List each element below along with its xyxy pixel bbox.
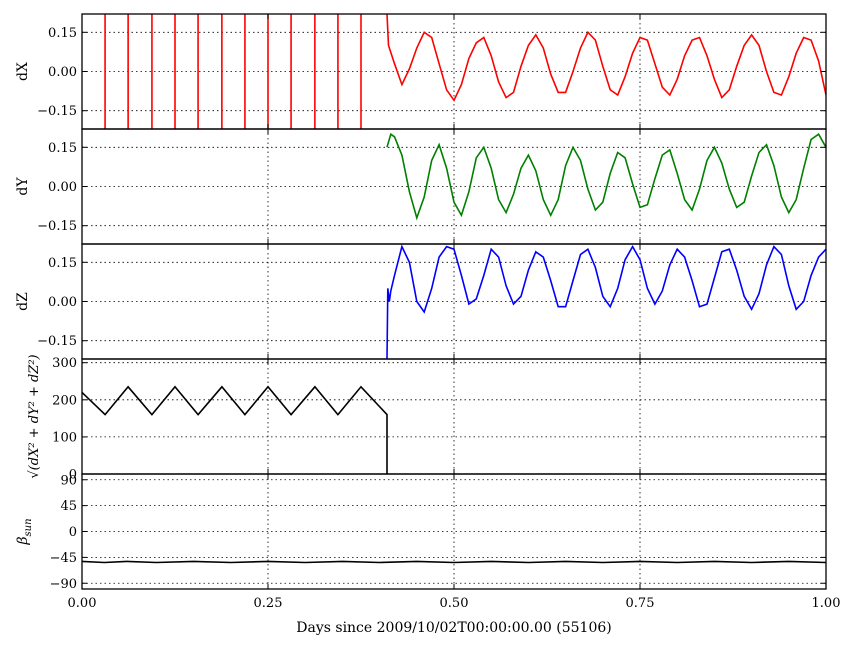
y-tick-label: −90 — [50, 577, 77, 592]
panel-dx: 0.15 0.00 −0.15 dX — [15, 13, 827, 130]
y-tick-label: 0.15 — [48, 141, 77, 156]
y-tick-label: 0 — [69, 468, 77, 483]
x-tick-label: 0.50 — [440, 596, 469, 611]
y-tick-label: 0 — [69, 525, 77, 540]
y-tick-label: 300 — [52, 356, 77, 371]
y-tick-label: −45 — [50, 551, 77, 566]
y-tick-label: −0.15 — [37, 219, 77, 234]
x-tick-label: 0.75 — [626, 596, 655, 611]
panel-frame — [81, 473, 827, 590]
y-tick-label: 0.00 — [48, 295, 77, 310]
y-tick-label: 100 — [52, 430, 77, 445]
y-tick-label: 0.15 — [48, 26, 77, 41]
x-tick-label: 0.25 — [254, 596, 283, 611]
series-line-dx — [386, 14, 826, 102]
series-line-dy — [386, 132, 826, 221]
y-axis-label-dy: dY — [15, 177, 31, 196]
y-tick-label: 0.00 — [48, 180, 77, 195]
y-tick-label: 0.00 — [48, 65, 77, 80]
y-tick-label: −0.15 — [37, 104, 77, 119]
series-line-beta — [82, 560, 826, 564]
x-tick-label: 1.00 — [812, 596, 841, 611]
x-tick-label: 0.00 — [68, 596, 97, 611]
y-tick-label: 90 — [60, 473, 77, 488]
series-line-mag — [82, 385, 388, 474]
y-axis-label-dz: dZ — [15, 292, 31, 311]
x-axis-label: Days since 2009/10/02T00:00:00.00 (55106… — [296, 620, 611, 636]
panels: 0.15 0.00 −0.15 dX 0.15 0.00 −0.15 dY 0.15 0.00 −0… — [15, 13, 841, 611]
series-line-dz — [386, 244, 826, 359]
y-axis-label-dx: dX — [15, 62, 31, 81]
y-tick-label: 200 — [52, 393, 77, 408]
y-tick-label: 45 — [60, 499, 77, 514]
y-tick-label: 0.15 — [48, 256, 77, 271]
y-axis-label-mag: √(dX² + dY² + dZ²) — [27, 354, 42, 478]
y-tick-label: −0.15 — [37, 334, 77, 349]
